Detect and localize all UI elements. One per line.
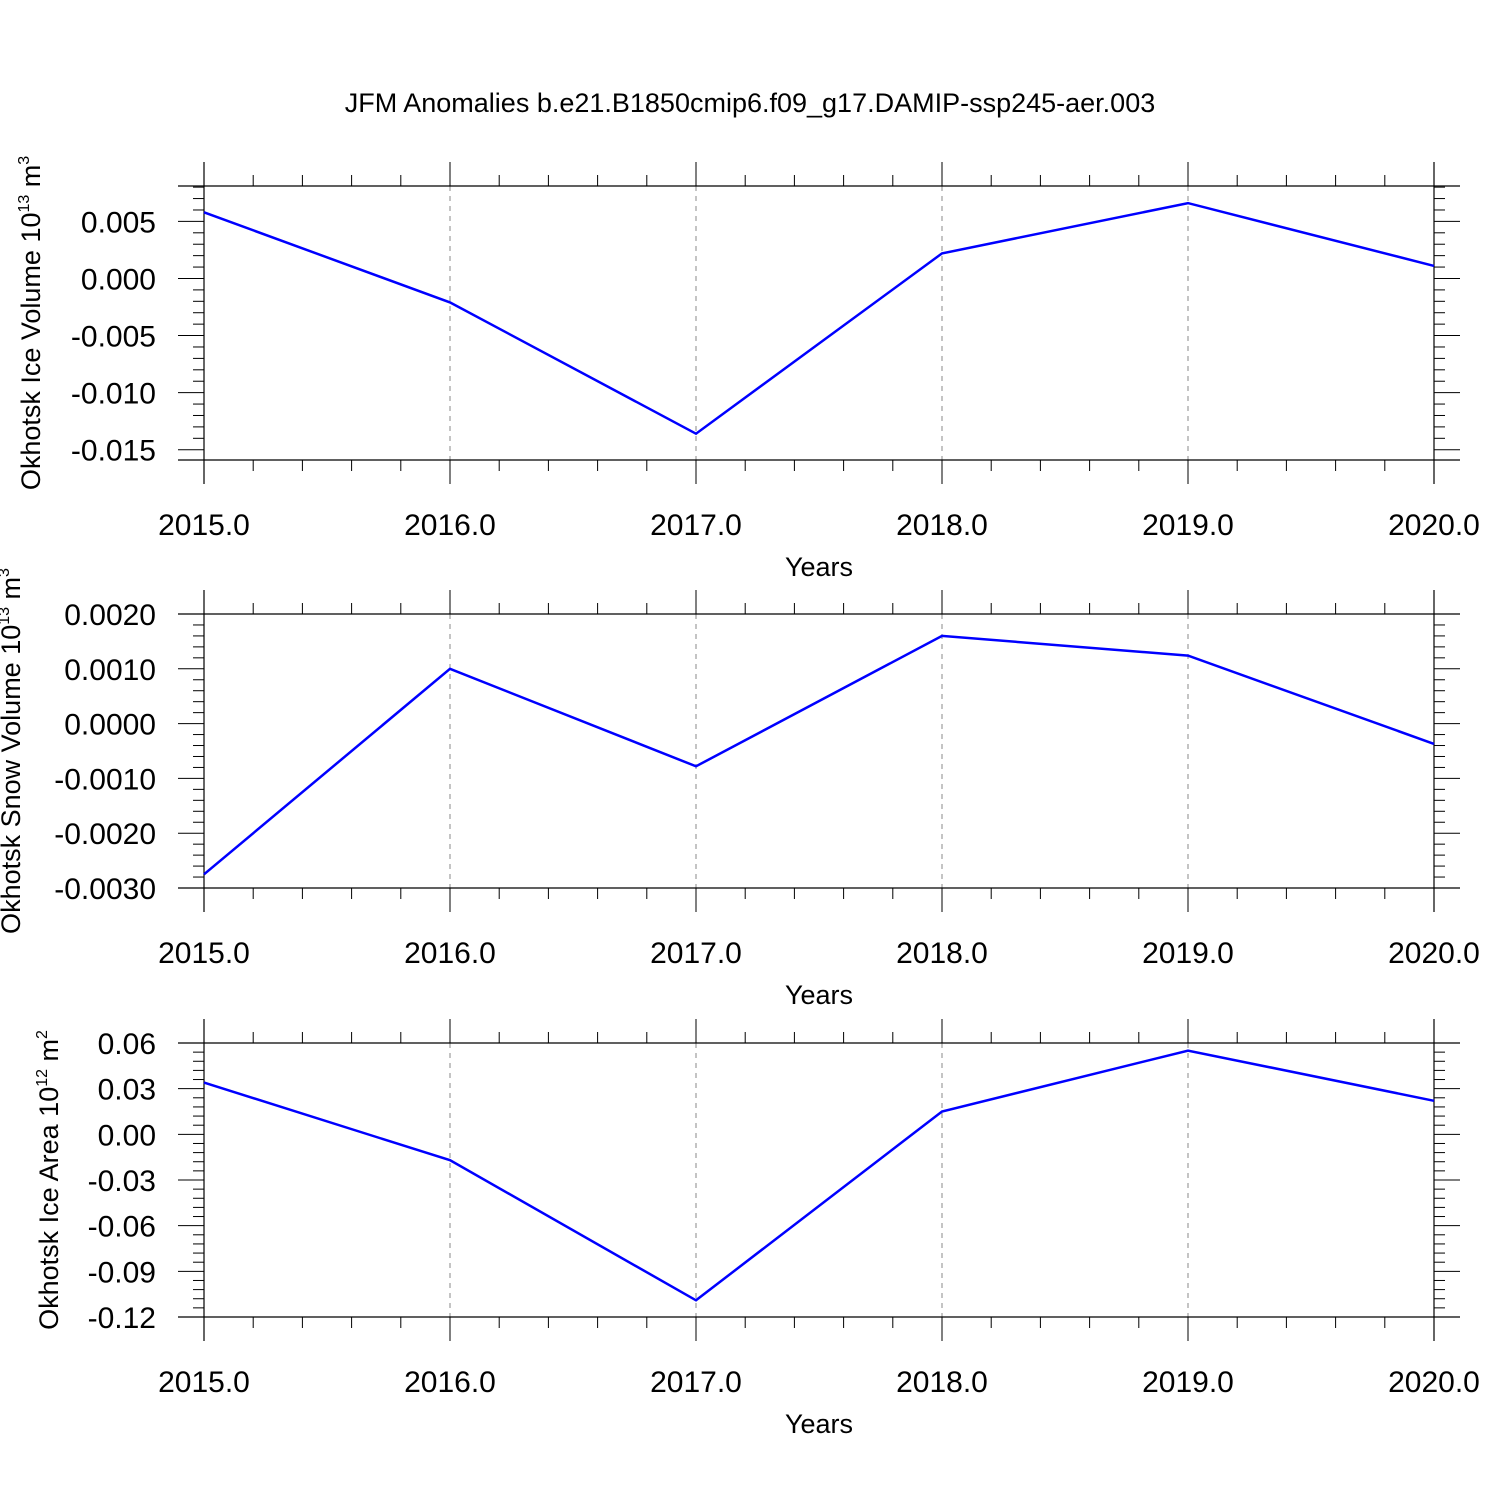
x-tick-label: 2019.0 xyxy=(1142,509,1234,542)
x-tick-label: 2020.0 xyxy=(1388,509,1480,542)
y-axis-label-unit: m xyxy=(34,1039,64,1069)
y-axis-label-unit-exponent: 3 xyxy=(0,568,13,577)
y-axis-label-text: Okhotsk Ice Volume 10 xyxy=(16,213,46,491)
x-axis-label: Years xyxy=(785,980,853,1010)
y-tick-label: -0.0030 xyxy=(54,873,156,906)
y-tick-label: 0.0020 xyxy=(64,599,156,632)
y-tick-label: -0.12 xyxy=(88,1302,156,1335)
y-tick-label: 0.0010 xyxy=(64,654,156,687)
series-line xyxy=(203,634,1435,876)
y-axis-label-exponent: 13 xyxy=(0,607,13,625)
y-axis-label: Okhotsk Ice Area 1012 m2 xyxy=(34,1030,64,1330)
chart-panel-2: 0.00200.00100.0000-0.0010-0.0020-0.00302… xyxy=(0,568,1480,1010)
x-axis-label: Years xyxy=(785,1409,853,1439)
y-tick-label: 0.005 xyxy=(81,206,156,239)
x-axis-label: Years xyxy=(785,552,853,582)
y-tick-label: -0.09 xyxy=(88,1256,156,1289)
x-tick-label: 2017.0 xyxy=(650,937,742,970)
x-tick-label: 2015.0 xyxy=(158,509,250,542)
y-tick-label: 0.00 xyxy=(98,1119,156,1152)
y-axis-label-exponent: 13 xyxy=(16,195,33,213)
x-tick-label: 2016.0 xyxy=(404,1366,496,1399)
x-tick-label: 2018.0 xyxy=(896,1366,988,1399)
y-tick-label: 0.06 xyxy=(98,1028,156,1061)
y-tick-label: -0.0010 xyxy=(54,763,156,796)
y-tick-label: -0.010 xyxy=(71,378,156,411)
y-axis-label-unit-exponent: 3 xyxy=(16,156,33,165)
y-axis-label: Okhotsk Ice Volume 1013 m3 xyxy=(16,156,46,490)
x-tick-label: 2016.0 xyxy=(404,937,496,970)
y-axis-label-unit: m xyxy=(16,165,46,195)
x-tick-label: 2019.0 xyxy=(1142,937,1234,970)
x-tick-label: 2017.0 xyxy=(650,509,742,542)
x-tick-label: 2020.0 xyxy=(1388,1366,1480,1399)
y-tick-label: 0.000 xyxy=(81,263,156,296)
y-axis-label-text: Okhotsk Snow Volume 10 xyxy=(0,625,26,934)
x-tick-label: 2017.0 xyxy=(650,1366,742,1399)
x-tick-label: 2015.0 xyxy=(158,937,250,970)
x-tick-label: 2020.0 xyxy=(1388,937,1480,970)
figure-title: JFM Anomalies b.e21.B1850cmip6.f09_g17.D… xyxy=(345,88,1155,118)
y-tick-label: -0.005 xyxy=(71,321,156,354)
series-line xyxy=(203,201,1435,436)
y-tick-label: 0.0000 xyxy=(64,709,156,742)
x-tick-label: 2015.0 xyxy=(158,1366,250,1399)
x-tick-label: 2016.0 xyxy=(404,509,496,542)
series-line xyxy=(203,1049,1435,1302)
y-tick-label: 0.03 xyxy=(98,1074,156,1107)
y-axis-label-exponent: 12 xyxy=(34,1069,51,1087)
y-tick-label: -0.015 xyxy=(71,435,156,468)
y-axis-label-unit-exponent: 2 xyxy=(34,1030,51,1039)
y-tick-label: -0.03 xyxy=(88,1165,156,1198)
x-tick-label: 2018.0 xyxy=(896,937,988,970)
x-tick-label: 2018.0 xyxy=(896,509,988,542)
y-tick-label: -0.0020 xyxy=(54,818,156,851)
x-tick-label: 2019.0 xyxy=(1142,1366,1234,1399)
y-axis-label: Okhotsk Snow Volume 1013 m3 xyxy=(0,568,26,934)
y-axis-label-text: Okhotsk Ice Area 10 xyxy=(34,1087,64,1330)
y-axis-label-unit: m xyxy=(0,577,26,607)
chart-panel-1: 0.005 0.000 -0.005 -0.010 -0.015 2015.0 2016.0… xyxy=(16,156,1480,582)
y-tick-label: -0.06 xyxy=(88,1211,156,1244)
